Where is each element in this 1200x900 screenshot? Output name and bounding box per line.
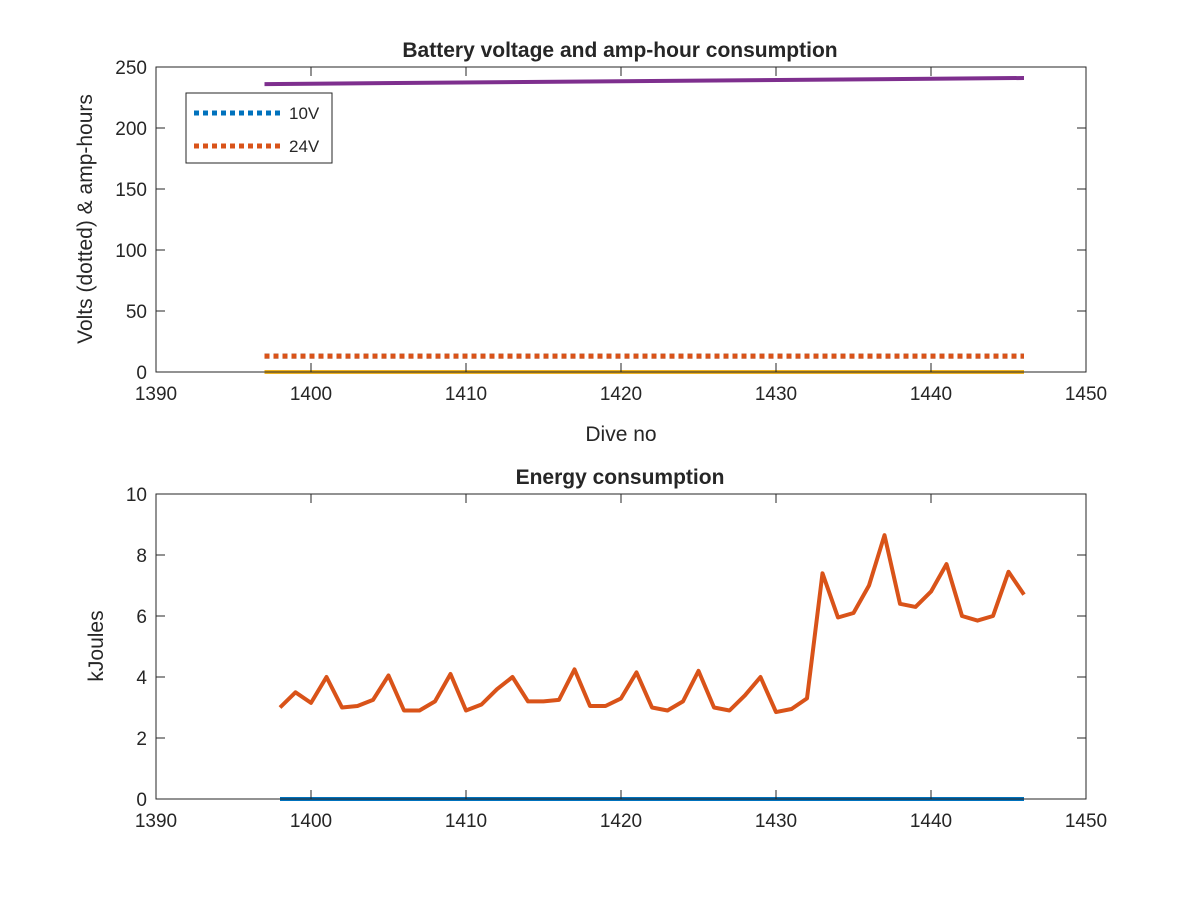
y-tick-label: 6 xyxy=(136,607,147,628)
x-tick-label: 1390 xyxy=(135,384,177,405)
chart-energy-consumption: Energy consumption 1390 1400 1410 1420 1430 1… xyxy=(85,466,1107,832)
x-tick-label: 1420 xyxy=(600,811,642,832)
series-line-0 xyxy=(278,533,1026,715)
x-tick-label: 1430 xyxy=(755,384,797,405)
y-axis-label: kJoules xyxy=(85,610,108,681)
x-axis-label: Dive no xyxy=(585,423,656,446)
y-tick-label: 10 xyxy=(126,485,147,506)
y-tick-label: 4 xyxy=(136,668,147,689)
y-tick-label: 150 xyxy=(115,180,147,201)
x-tick-label: 1440 xyxy=(910,811,952,832)
y-tick-label: 0 xyxy=(136,363,147,384)
legend-entry-24v: 24V xyxy=(289,137,320,156)
y-tick-label: 100 xyxy=(115,241,147,262)
series-line-3 xyxy=(264,76,1025,87)
x-tick-label: 1450 xyxy=(1065,384,1107,405)
chart-title: Battery voltage and amp-hour consumption xyxy=(402,39,837,62)
y-tick-label: 200 xyxy=(115,119,147,140)
x-tick-label: 1400 xyxy=(290,811,332,832)
x-tick-label: 1410 xyxy=(445,811,487,832)
x-tick-label: 1430 xyxy=(755,811,797,832)
x-tick-label: 1390 xyxy=(135,811,177,832)
x-tick-label: 1440 xyxy=(910,384,952,405)
y-tick-label: 250 xyxy=(115,58,147,79)
chart-battery-voltage: Battery voltage and amp-hour consumption… xyxy=(74,39,1107,446)
y-tick-label: 50 xyxy=(126,302,147,323)
legend-box xyxy=(185,92,333,164)
chart-title: Energy consumption xyxy=(516,466,725,489)
legend-entry-10v: 10V xyxy=(289,104,320,123)
y-tick-label: 0 xyxy=(136,790,147,811)
x-tick-label: 1410 xyxy=(445,384,487,405)
x-tick-label: 1450 xyxy=(1065,811,1107,832)
x-tick-label: 1420 xyxy=(600,384,642,405)
legend: 10V 24V xyxy=(185,92,333,164)
y-tick-label: 2 xyxy=(136,729,147,750)
x-tick-label: 1400 xyxy=(290,384,332,405)
y-tick-label: 8 xyxy=(136,546,147,567)
y-axis-label: Volts (dotted) & amp-hours xyxy=(74,94,97,344)
